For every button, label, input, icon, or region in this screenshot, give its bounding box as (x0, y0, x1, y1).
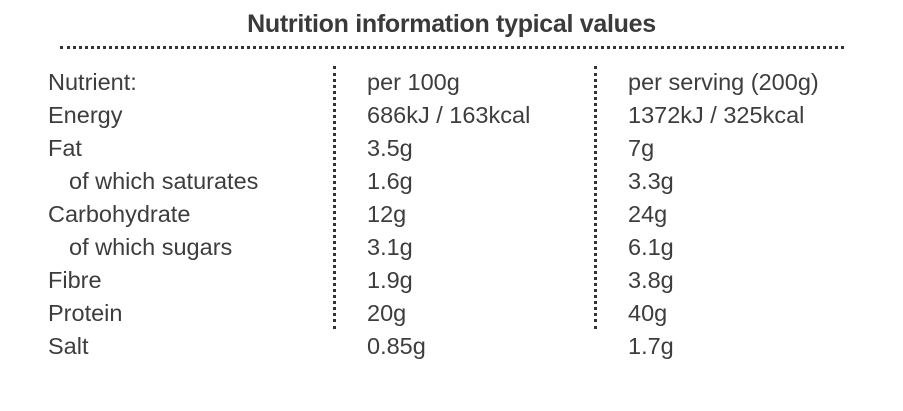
table-header-row: Nutrient: per 100g per serving (200g) (0, 66, 903, 99)
table-row: Fibre 1.9g 3.8g (0, 264, 903, 297)
table-row: Protein 20g 40g (0, 297, 903, 330)
value-per-100g: 3.1g (367, 234, 413, 260)
table-row: of which saturates 1.6g 3.3g (0, 165, 903, 198)
value-per-serving: 1372kJ / 325kcal (628, 102, 805, 128)
nutrient-name: Protein (48, 300, 123, 326)
nutrient-name: of which saturates (69, 168, 259, 194)
value-per-serving: 24g (628, 201, 668, 227)
value-per-100g: 686kJ / 163kcal (367, 102, 531, 128)
value-per-serving: 6.1g (628, 234, 674, 260)
value-per-100g: 20g (367, 300, 407, 326)
column-divider-1 (333, 66, 336, 329)
value-per-100g: 12g (367, 201, 407, 227)
title-divider (60, 46, 844, 49)
nutrient-name: Carbohydrate (48, 201, 191, 227)
table-title: Nutrition information typical values (247, 10, 656, 38)
table-row: Carbohydrate 12g 24g (0, 198, 903, 231)
value-per-serving: 3.8g (628, 267, 674, 293)
nutrition-table: Nutrient: per 100g per serving (200g) En… (0, 66, 903, 363)
table-row: of which sugars 3.1g 6.1g (0, 231, 903, 264)
nutrient-name: Energy (48, 102, 123, 128)
table-row: Energy 686kJ / 163kcal 1372kJ / 325kcal (0, 99, 903, 132)
value-per-serving: 40g (628, 300, 668, 326)
value-per-serving: 7g (628, 135, 655, 161)
value-per-100g: 1.9g (367, 267, 413, 293)
table-row: Fat 3.5g 7g (0, 132, 903, 165)
nutrient-name: Fibre (48, 267, 102, 293)
header-per-serving: per serving (200g) (628, 69, 819, 95)
column-divider-2 (594, 66, 597, 329)
value-per-100g: 0.85g (367, 333, 426, 359)
table-row: Salt 0.85g 1.7g (0, 330, 903, 363)
value-per-serving: 1.7g (628, 333, 674, 359)
nutrient-name: Fat (48, 135, 82, 161)
header-per-100g: per 100g (367, 69, 460, 95)
header-nutrient: Nutrient: (48, 69, 137, 95)
nutrient-name: Salt (48, 333, 89, 359)
nutrient-name: of which sugars (69, 234, 233, 260)
value-per-100g: 1.6g (367, 168, 413, 194)
value-per-serving: 3.3g (628, 168, 674, 194)
value-per-100g: 3.5g (367, 135, 413, 161)
